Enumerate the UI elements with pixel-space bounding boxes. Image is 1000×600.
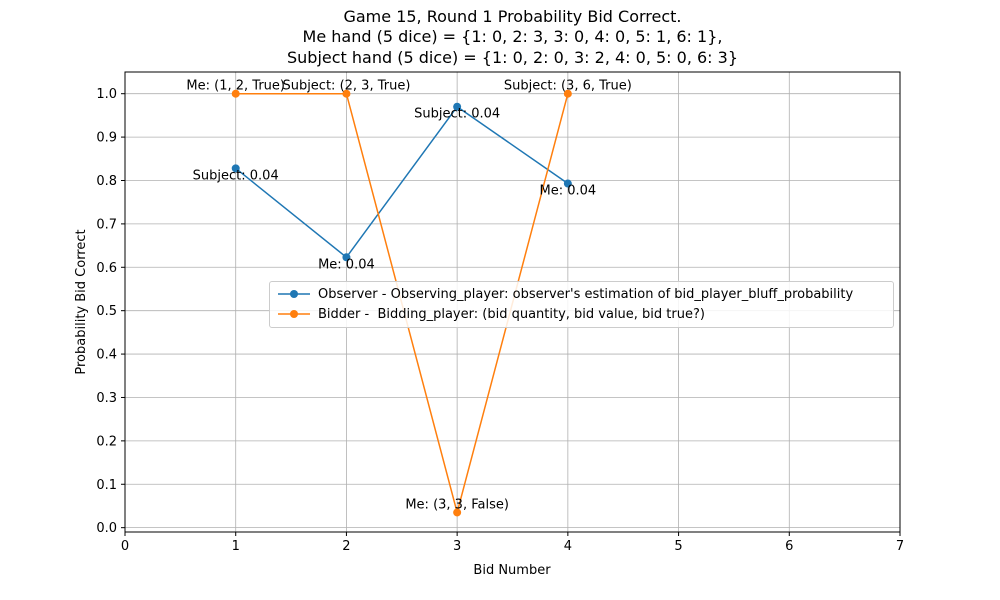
point-annotation: Me: 0.04 [318, 257, 375, 272]
legend-marker-observer [278, 290, 310, 298]
annotations: Subject: 0.04 Me: 0.04 Subject: 0.04 Me: 0.… [186, 79, 631, 513]
point-annotation: Me: (1, 2, True) [186, 79, 285, 94]
series-point-1 [453, 508, 462, 517]
legend-item-bidder: Bidder - Bidding_player: (bid quantity, … [278, 305, 705, 323]
legend-label-observer: Observer - Observing_player: observer's … [318, 286, 854, 302]
series-point-0 [563, 179, 572, 188]
x-axis-label: Bid Number [473, 563, 551, 578]
point-annotation: Subject: (2, 3, True) [282, 79, 410, 94]
x-tick-label: 2 [342, 539, 350, 554]
point-annotation: Subject: 0.04 [414, 107, 500, 122]
x-tick-label: 1 [232, 539, 240, 554]
x-tick-label: 5 [674, 539, 682, 554]
y-tick-label: 0.8 [96, 174, 117, 189]
y-tick-label: 1.0 [96, 87, 117, 102]
chart-title-line-2: Me hand (5 dice) = {1: 0, 2: 3, 3: 0, 4:… [302, 27, 723, 46]
x-tick-label: 7 [896, 539, 904, 554]
y-tick-label: 0.7 [96, 217, 117, 232]
x-tick-label: 6 [785, 539, 793, 554]
series-point-1 [231, 89, 240, 98]
y-tick-label: 0.5 [96, 304, 117, 319]
legend-item-observer: Observer - Observing_player: observer's … [278, 285, 853, 303]
point-annotation: Subject: (3, 6, True) [504, 79, 632, 94]
series-point-1 [563, 89, 572, 98]
x-tick-label: 0 [121, 539, 129, 554]
legend: Observer - Observing_player: observer's … [269, 281, 894, 328]
y-tick-label: 0.6 [96, 261, 117, 276]
y-tick-label: 0.9 [96, 131, 117, 146]
y-tick-label: 0.1 [96, 478, 117, 493]
legend-label-bidder: Bidder - Bidding_player: (bid quantity, … [318, 306, 705, 322]
series-line-0 [235, 105, 569, 259]
series-point-0 [453, 102, 462, 111]
y-axis-label: Probability Bid Correct [74, 229, 89, 374]
y-tick-label: 0.2 [96, 434, 117, 449]
plot-frame [124, 71, 901, 533]
chart-title-line-1: Game 15, Round 1 Probability Bid Correct… [343, 7, 682, 26]
x-tick-label: 3 [453, 539, 461, 554]
y-tick-label: 0.3 [96, 391, 117, 406]
axis-ticks: 0 1 2 3 4 5 6 7 0.0 0.1 0.2 0.3 0.4 0.5 0.6 0.7 0.8 0.9 1.… [96, 87, 904, 554]
y-tick-label: 0.4 [96, 348, 117, 363]
point-annotation: Me: 0.04 [540, 184, 597, 199]
x-tick-label: 4 [564, 539, 572, 554]
point-annotation: Subject: 0.04 [193, 168, 279, 183]
series-point-0 [231, 164, 240, 173]
point-annotation: Me: (3, 3, False) [405, 497, 509, 512]
series-point-0 [342, 253, 351, 262]
chart-title-line-3: Subject hand (5 dice) = {1: 0, 2: 0, 3: … [286, 48, 739, 67]
legend-marker-bidder [278, 310, 310, 318]
series-point-1 [342, 89, 351, 98]
y-tick-label: 0.0 [96, 521, 117, 536]
